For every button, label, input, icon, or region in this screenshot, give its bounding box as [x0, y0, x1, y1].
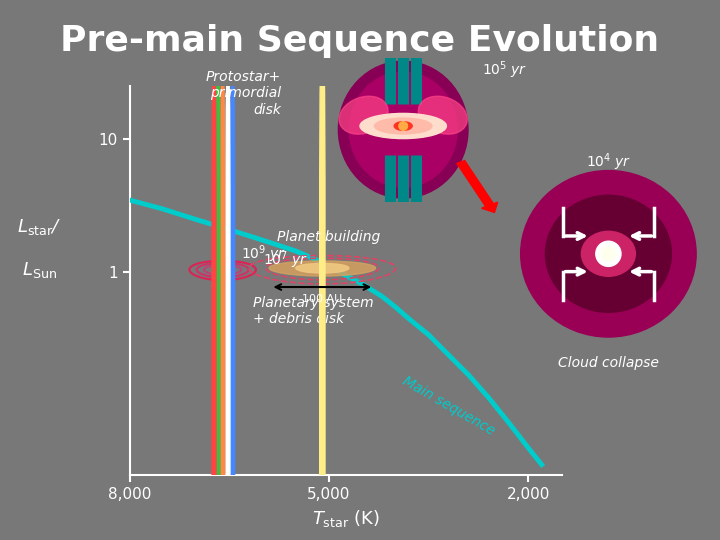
Ellipse shape — [546, 195, 671, 312]
Ellipse shape — [269, 261, 376, 276]
X-axis label: $T_\mathrm{star}$ (K): $T_\mathrm{star}$ (K) — [312, 508, 379, 529]
Ellipse shape — [296, 264, 349, 273]
Text: $L_\mathrm{star}$/: $L_\mathrm{star}$/ — [17, 217, 62, 237]
Text: Planet building: Planet building — [277, 230, 381, 244]
Circle shape — [226, 74, 230, 540]
Ellipse shape — [521, 171, 696, 337]
Text: 100 AU: 100 AU — [302, 294, 343, 305]
Text: $10^7$ yr: $10^7$ yr — [263, 249, 308, 271]
Text: Pre-main Sequence Evolution: Pre-main Sequence Evolution — [60, 24, 660, 58]
Circle shape — [230, 74, 235, 540]
Circle shape — [212, 74, 216, 540]
Ellipse shape — [582, 231, 635, 276]
Text: Planetary system
+ debris disk: Planetary system + debris disk — [253, 295, 373, 326]
Text: $10^9$ yr: $10^9$ yr — [241, 244, 287, 265]
Text: $10^4$ yr: $10^4$ yr — [585, 151, 631, 173]
Circle shape — [216, 74, 220, 540]
Ellipse shape — [338, 61, 468, 198]
Text: Protostar+
primordial
disk: Protostar+ primordial disk — [205, 70, 281, 117]
Circle shape — [399, 122, 408, 130]
Text: $10^5$ yr: $10^5$ yr — [482, 59, 528, 81]
Text: Cloud collapse: Cloud collapse — [558, 356, 659, 370]
Ellipse shape — [418, 96, 467, 134]
Text: Main sequence: Main sequence — [400, 374, 498, 438]
Ellipse shape — [395, 122, 413, 130]
Text: $L_\mathrm{Sun}$: $L_\mathrm{Sun}$ — [22, 260, 57, 280]
Ellipse shape — [374, 118, 432, 134]
Ellipse shape — [349, 72, 457, 187]
Circle shape — [596, 241, 621, 266]
Circle shape — [320, 58, 325, 540]
Ellipse shape — [360, 113, 446, 139]
Circle shape — [601, 247, 616, 261]
Circle shape — [220, 74, 225, 540]
Ellipse shape — [339, 96, 388, 134]
